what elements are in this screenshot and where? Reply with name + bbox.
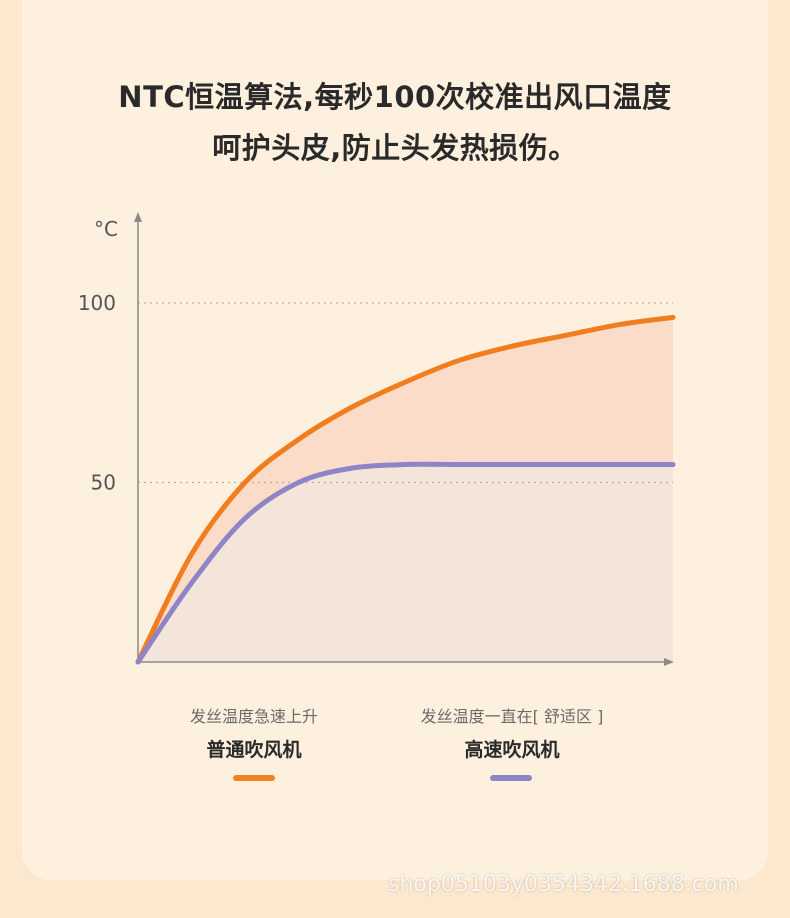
- chart-series-lines: [135, 314, 676, 665]
- watermark: shop05103y0354342.1688.com: [388, 872, 739, 897]
- legend-name-highspeed: 高速吹风机: [464, 739, 560, 761]
- series-line-1: [135, 461, 676, 665]
- legend-name-normal: 普通吹风机: [206, 739, 302, 761]
- chart-axes: [134, 212, 674, 666]
- legend-swatch-normal: [233, 775, 275, 781]
- headline-line-2: 呵护头皮,防止头发热损伤。: [212, 131, 578, 165]
- headline-line-1: NTC恒温算法,每秒100次校准出风口温度: [118, 80, 672, 114]
- series-line-0: [135, 314, 676, 665]
- y-axis-unit-label: °C: [94, 217, 118, 241]
- legend-swatch-highspeed: [490, 775, 532, 781]
- chart-gridlines: [138, 302, 673, 484]
- area-between-series: [138, 317, 673, 662]
- chart-axis-labels: °C 100 50: [78, 217, 118, 495]
- legend-caption-highspeed: 发丝温度一直在[ 舒适区 ]: [420, 707, 604, 726]
- x-axis-arrow: [664, 658, 674, 666]
- area-under-highspeed: [138, 464, 673, 662]
- y-axis-arrow: [134, 212, 142, 222]
- legend-caption-normal: 发丝温度急速上升: [189, 707, 318, 726]
- chart-area-fills: [138, 317, 673, 662]
- y-tick-label-50: 50: [91, 471, 116, 495]
- y-tick-label-100: 100: [78, 291, 116, 315]
